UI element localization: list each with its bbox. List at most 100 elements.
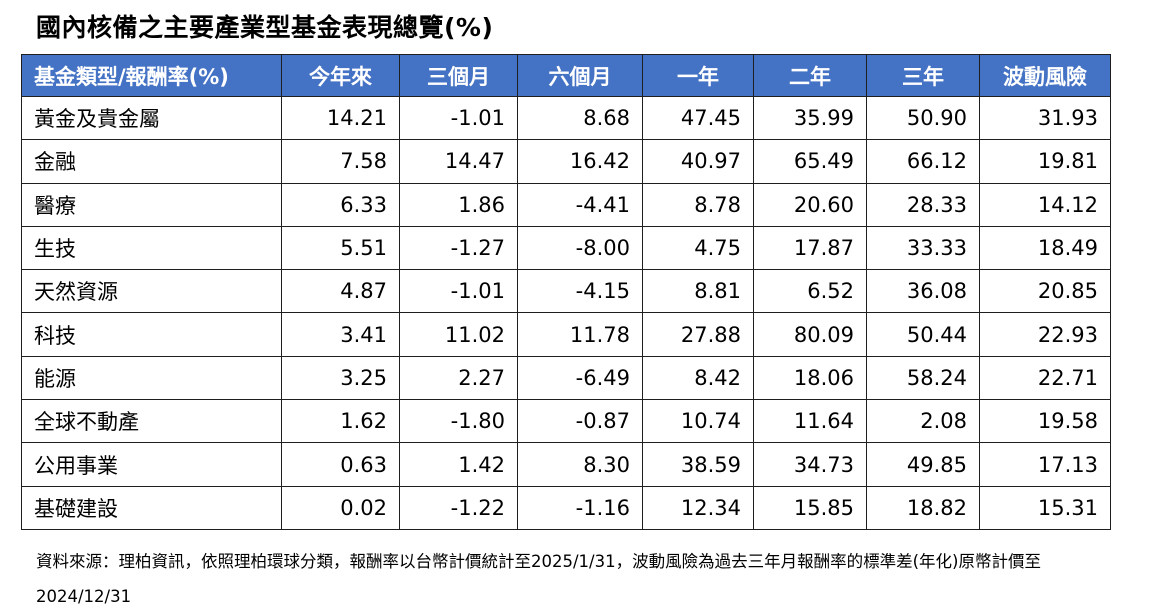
table-cell-value: 17.87 <box>753 225 867 271</box>
table-cell-value: 0.63 <box>281 442 400 487</box>
table-cell-value: 6.52 <box>753 269 867 314</box>
source-note: 資料來源：理柏資訊，依照理柏環球分類，報酬率以台幣計價統計至2025/1/31，… <box>36 544 1166 614</box>
table-cell-value: 5.51 <box>281 225 400 271</box>
table-cell-value: -1.22 <box>399 485 518 530</box>
table-cell-value: 17.13 <box>979 442 1111 487</box>
table-row: 公用事業 0.63 1.42 8.30 38.59 34.73 49.85 17.13 <box>21 442 1111 487</box>
table-cell-value: 14.12 <box>979 182 1111 227</box>
table-cell-value: 11.02 <box>399 312 518 357</box>
column-header-name: 基金類型/報酬率(%) <box>21 54 282 97</box>
table-cell-value: 14.21 <box>281 95 400 141</box>
table-cell-value: 10.74 <box>642 399 754 444</box>
table-cell-value: -1.80 <box>399 399 518 444</box>
table-cell-value: 28.33 <box>866 182 980 227</box>
table-body: 黃金及貴金屬 14.21 -1.01 8.68 47.45 35.99 50.90 31.93… <box>21 95 1111 530</box>
column-header-5: 二年 <box>753 54 867 97</box>
table-cell-value: 7.58 <box>281 139 400 184</box>
table-cell-value: 1.42 <box>399 442 518 487</box>
table-cell-value: 34.73 <box>753 442 867 487</box>
table-cell-value: 80.09 <box>753 312 867 357</box>
table-cell-value: 18.82 <box>866 485 980 530</box>
table-cell-value: 8.68 <box>517 95 643 141</box>
table-cell-value: 27.88 <box>642 312 754 357</box>
table-cell-value: 38.59 <box>642 442 754 487</box>
row-label: 黃金及貴金屬 <box>21 95 282 141</box>
table-cell-value: 8.81 <box>642 269 754 314</box>
row-label: 天然資源 <box>21 269 282 314</box>
table-cell-value: -1.01 <box>399 269 518 314</box>
table-cell-value: 1.62 <box>281 399 400 444</box>
table-row: 能源 3.25 2.27 -6.49 8.42 18.06 58.24 22.71 <box>21 355 1111 401</box>
table-cell-value: 14.47 <box>399 139 518 184</box>
table-cell-value: -1.27 <box>399 225 518 271</box>
table-cell-value: -1.16 <box>517 485 643 530</box>
column-header-7: 波動風險 <box>979 54 1111 97</box>
table-cell-value: 2.08 <box>866 399 980 444</box>
table-row: 基礎建設 0.02 -1.22 -1.16 12.34 15.85 18.82 15.31 <box>21 485 1111 530</box>
table-cell-value: 12.34 <box>642 485 754 530</box>
table-row: 醫療 6.33 1.86 -4.41 8.78 20.60 28.33 14.12 <box>21 182 1111 227</box>
column-header-2: 三個月 <box>399 54 518 97</box>
table-row: 生技 5.51 -1.27 -8.00 4.75 17.87 33.33 18.49 <box>21 225 1111 271</box>
table-cell-value: 3.25 <box>281 355 400 401</box>
table-cell-value: 50.44 <box>866 312 980 357</box>
table-cell-value: 50.90 <box>866 95 980 141</box>
row-label: 生技 <box>21 225 282 271</box>
table-cell-value: 8.42 <box>642 355 754 401</box>
table-row: 金融 7.58 14.47 16.42 40.97 65.49 66.12 19.81 <box>21 139 1111 184</box>
table-header-row: 基金類型/報酬率(%) 今年來 三個月 六個月 一年 二年 三年 波動風險 <box>21 54 1111 97</box>
table-cell-value: 4.87 <box>281 269 400 314</box>
table-cell-value: 40.97 <box>642 139 754 184</box>
column-header-4: 一年 <box>642 54 754 97</box>
table-cell-value: 20.85 <box>979 269 1111 314</box>
table-cell-value: -6.49 <box>517 355 643 401</box>
table-cell-value: 22.71 <box>979 355 1111 401</box>
table-cell-value: 36.08 <box>866 269 980 314</box>
row-label: 科技 <box>21 312 282 357</box>
table-cell-value: 47.45 <box>642 95 754 141</box>
table-cell-value: 19.58 <box>979 399 1111 444</box>
table-cell-value: 1.86 <box>399 182 518 227</box>
row-label: 全球不動產 <box>21 399 282 444</box>
column-header-3: 六個月 <box>517 54 643 97</box>
table-cell-value: 8.30 <box>517 442 643 487</box>
row-label: 醫療 <box>21 182 282 227</box>
table-cell-value: -0.87 <box>517 399 643 444</box>
table-cell-value: 11.78 <box>517 312 643 357</box>
table-cell-value: 18.06 <box>753 355 867 401</box>
row-label: 基礎建設 <box>21 485 282 530</box>
table-row: 科技 3.41 11.02 11.78 27.88 80.09 50.44 22.93 <box>21 312 1111 357</box>
table-cell-value: 16.42 <box>517 139 643 184</box>
table-row: 全球不動產 1.62 -1.80 -0.87 10.74 11.64 2.08 19.58 <box>21 399 1111 444</box>
table-cell-value: 19.81 <box>979 139 1111 184</box>
table-cell-value: 15.85 <box>753 485 867 530</box>
fund-performance-table: 基金類型/報酬率(%) 今年來 三個月 六個月 一年 二年 三年 波動風險 黃金及貴金屬 14.… <box>21 54 1111 530</box>
table-cell-value: 20.60 <box>753 182 867 227</box>
source-note-line-1: 資料來源：理柏資訊，依照理柏環球分類，報酬率以台幣計價統計至2025/1/31，… <box>36 552 1041 571</box>
table-cell-value: 6.33 <box>281 182 400 227</box>
row-label: 能源 <box>21 355 282 401</box>
table-cell-value: 22.93 <box>979 312 1111 357</box>
table-cell-value: 3.41 <box>281 312 400 357</box>
table-cell-value: 15.31 <box>979 485 1111 530</box>
table-cell-value: 49.85 <box>866 442 980 487</box>
page-title: 國內核備之主要產業型基金表現總覽(%) <box>36 13 494 42</box>
table-cell-value: 11.64 <box>753 399 867 444</box>
table-cell-value: 31.93 <box>979 95 1111 141</box>
table-cell-value: 65.49 <box>753 139 867 184</box>
table-cell-value: -1.01 <box>399 95 518 141</box>
table-cell-value: -8.00 <box>517 225 643 271</box>
column-header-6: 三年 <box>866 54 980 97</box>
table-cell-value: -4.41 <box>517 182 643 227</box>
table-row: 天然資源 4.87 -1.01 -4.15 8.81 6.52 36.08 20.85 <box>21 269 1111 314</box>
row-label: 金融 <box>21 139 282 184</box>
table-cell-value: 58.24 <box>866 355 980 401</box>
table-cell-value: -4.15 <box>517 269 643 314</box>
table-cell-value: 2.27 <box>399 355 518 401</box>
table-cell-value: 8.78 <box>642 182 754 227</box>
source-note-line-2: 2024/12/31 <box>36 587 132 606</box>
row-label: 公用事業 <box>21 442 282 487</box>
table-cell-value: 18.49 <box>979 225 1111 271</box>
table-cell-value: 0.02 <box>281 485 400 530</box>
table-cell-value: 66.12 <box>866 139 980 184</box>
